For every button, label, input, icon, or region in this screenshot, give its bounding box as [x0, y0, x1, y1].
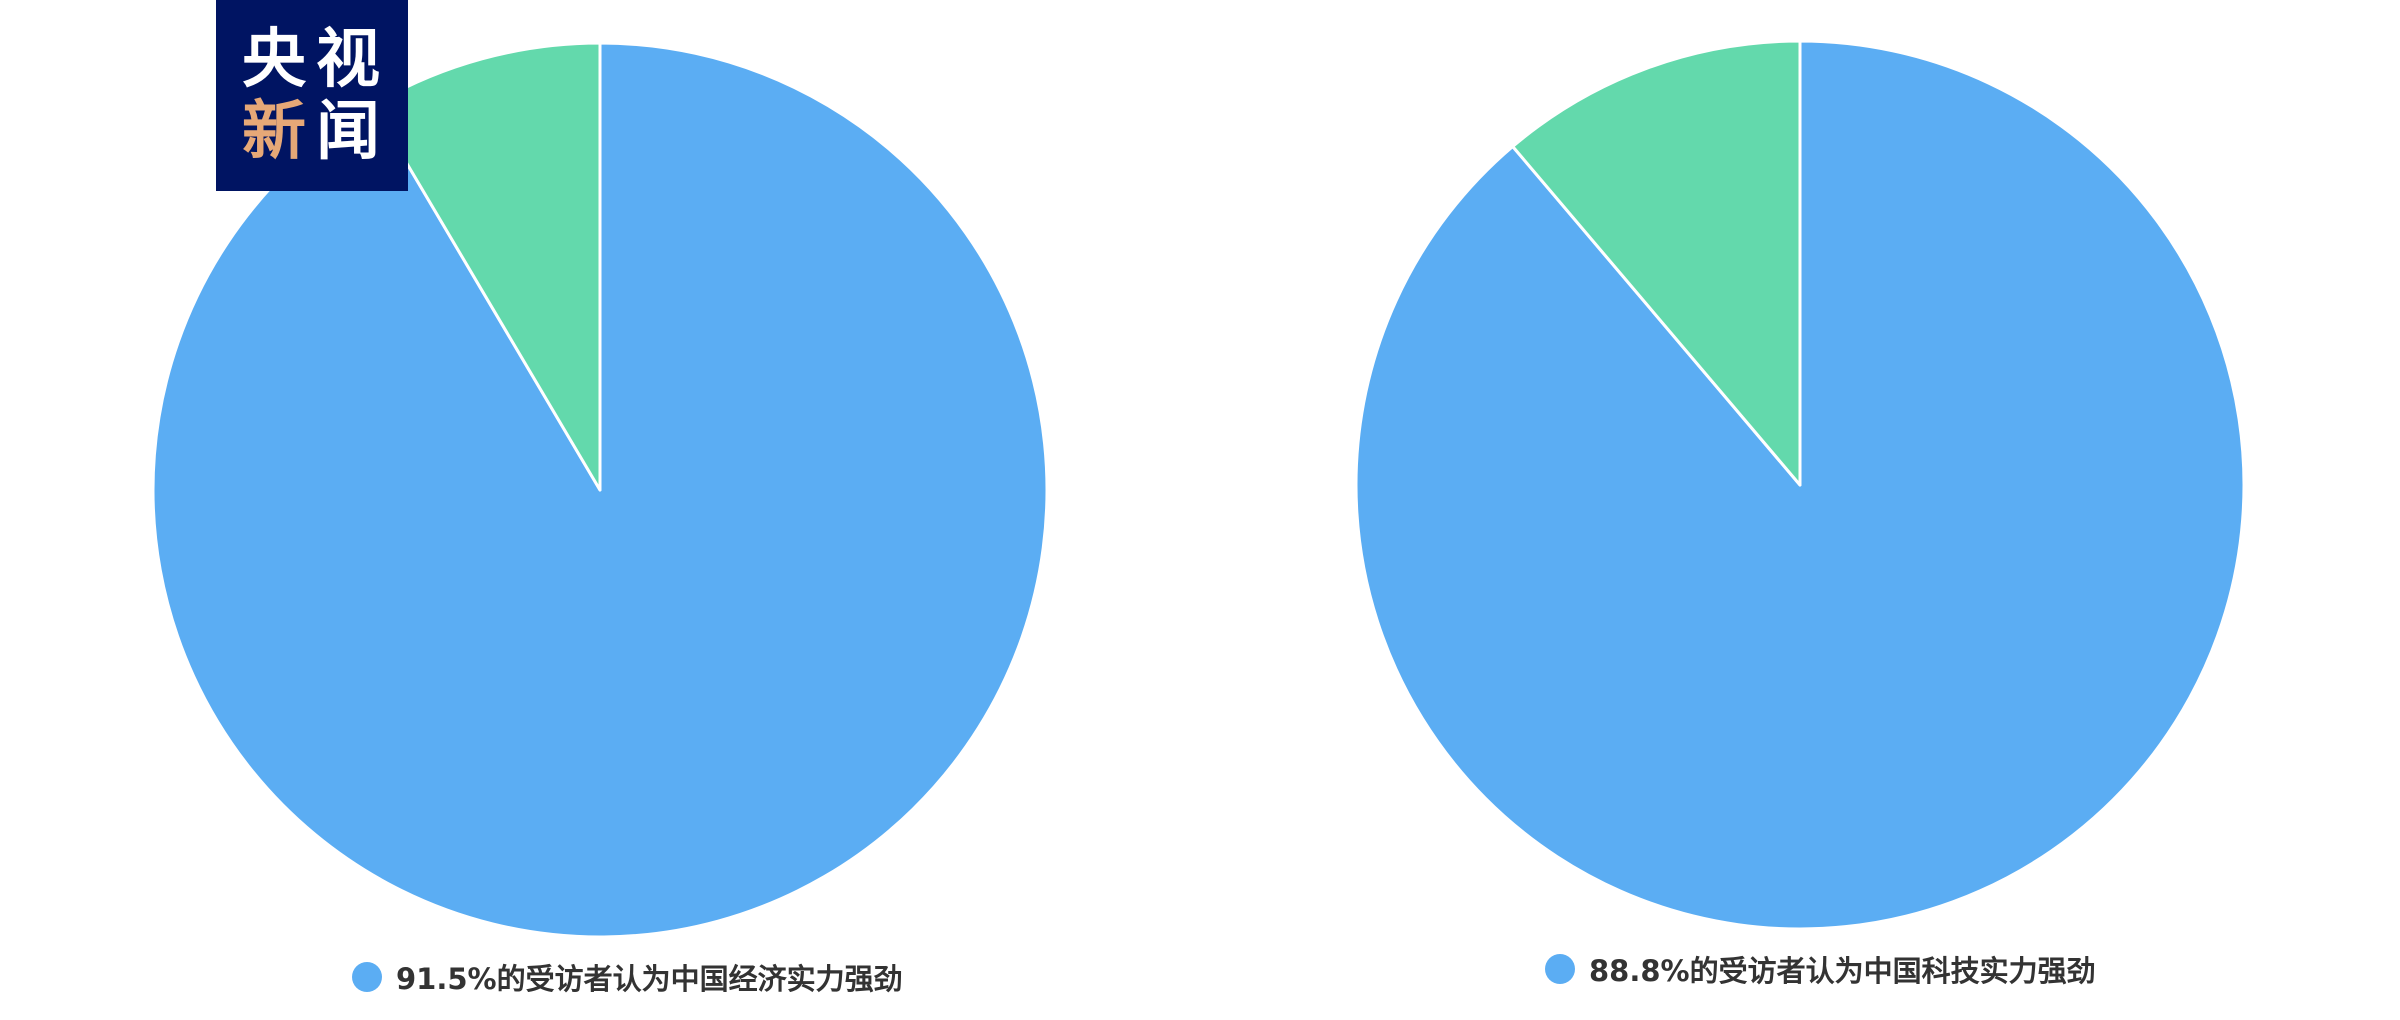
- legend-technology: 88.8%的受访者认为中国科技实力强劲: [1545, 948, 2096, 990]
- legend-dot: [352, 962, 382, 992]
- legend-dot: [1545, 954, 1575, 984]
- logo-char: 新: [242, 95, 306, 169]
- pie-1-slice-1: [1511, 39, 1802, 487]
- legend-economy: 91.5%的受访者认为中国经济实力强劲: [352, 956, 903, 998]
- cctv-news-logo: 央 视 新 闻: [216, 0, 408, 191]
- logo-char: 闻: [316, 95, 380, 169]
- logo-char: 央: [242, 23, 306, 97]
- logo-char: 视: [316, 23, 380, 97]
- legend-label: 88.8%的受访者认为中国科技实力强劲: [1589, 954, 2096, 988]
- legend-label: 91.5%的受访者认为中国经济实力强劲: [396, 962, 903, 996]
